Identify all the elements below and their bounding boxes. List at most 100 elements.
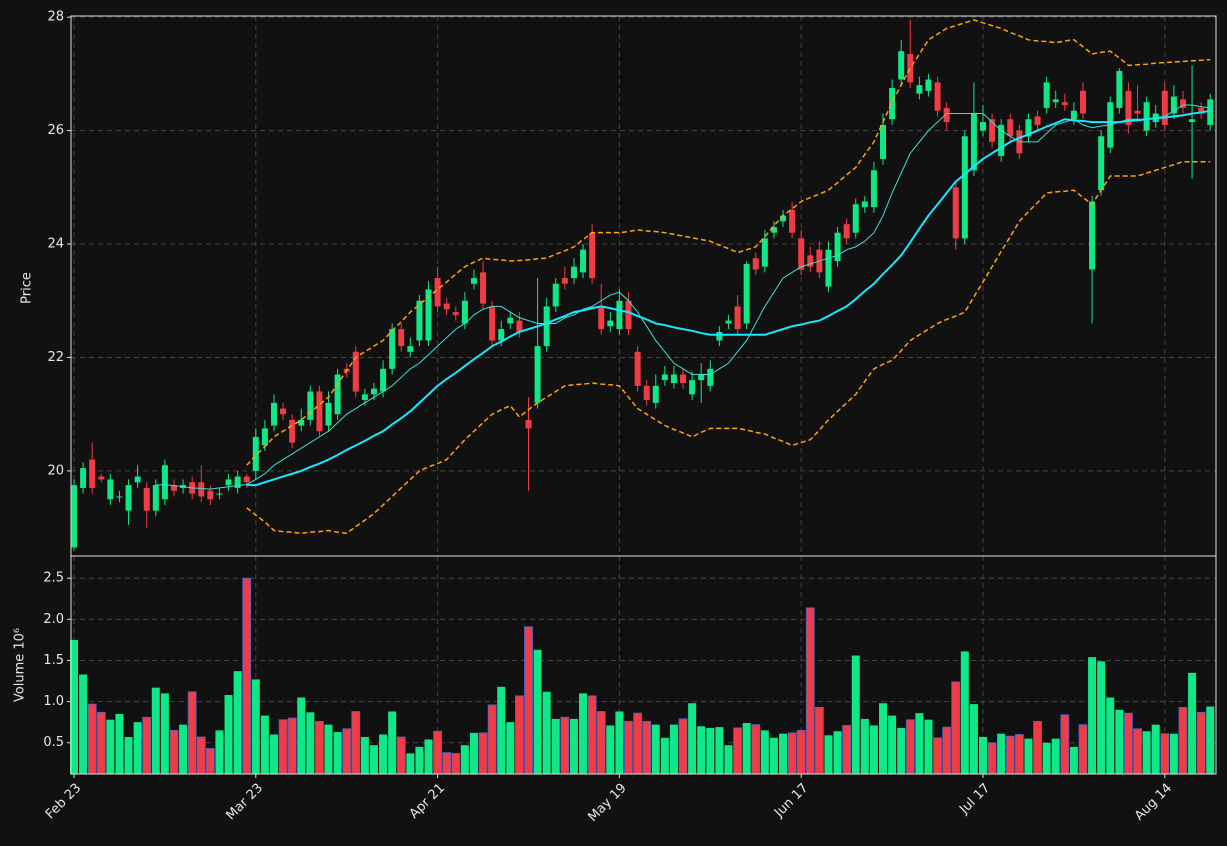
candle-body xyxy=(1189,119,1196,123)
volume-bar xyxy=(142,716,152,775)
volume-bar xyxy=(360,736,369,774)
candle-body xyxy=(261,428,268,446)
volume-bar xyxy=(187,691,197,775)
volume-bar xyxy=(805,607,815,775)
volume-bar xyxy=(115,713,124,774)
volume-bar xyxy=(688,703,697,774)
candle-body xyxy=(643,385,650,401)
volume-bar xyxy=(997,733,1006,774)
candle-body xyxy=(607,320,614,327)
candle-body xyxy=(280,408,287,415)
volume-bar xyxy=(242,577,252,775)
candle-body xyxy=(1143,102,1150,131)
volume-bar xyxy=(269,734,278,774)
candle-body xyxy=(134,476,141,483)
candle-body xyxy=(1061,102,1068,106)
volume-bar xyxy=(624,720,633,775)
candle-body xyxy=(1125,90,1132,125)
volume-bar xyxy=(478,732,488,775)
volume-bar xyxy=(1115,709,1124,774)
volume-bar xyxy=(1188,672,1197,774)
volume-bar xyxy=(1133,728,1142,775)
candle-body xyxy=(998,124,1005,157)
candle-body xyxy=(689,380,696,395)
volume-bar xyxy=(224,695,233,774)
candle-body xyxy=(889,88,896,120)
volume-bar xyxy=(669,724,678,774)
candle-body xyxy=(98,476,105,480)
volume-bar xyxy=(751,724,761,775)
volume-bar xyxy=(924,719,933,774)
candle-body xyxy=(716,331,723,341)
volume-bar xyxy=(205,748,215,775)
candle-body xyxy=(880,124,887,159)
volume-bar xyxy=(615,711,624,774)
candle-body xyxy=(534,346,541,403)
candle-body xyxy=(943,107,950,123)
x-tick-label: May 19 xyxy=(585,781,629,825)
candle-body xyxy=(652,385,659,403)
volume-bar xyxy=(106,719,115,774)
volume-bar xyxy=(579,693,588,774)
y-tick-label: 28 xyxy=(47,10,64,25)
candle-body xyxy=(825,249,832,287)
candle-body xyxy=(225,479,232,486)
volume-bar xyxy=(451,753,461,775)
candle-body xyxy=(1089,201,1096,270)
candle-body xyxy=(125,485,132,511)
candle-body xyxy=(1161,90,1168,125)
candle-body xyxy=(698,374,705,381)
volume-bar xyxy=(87,703,97,775)
volume-bar xyxy=(196,736,206,775)
overlay-line xyxy=(246,161,1211,535)
overlay-line xyxy=(246,109,1211,487)
candle-body xyxy=(234,476,241,488)
candle-body xyxy=(370,388,377,395)
volume-bar xyxy=(1124,712,1133,775)
candle-body xyxy=(916,85,923,94)
candle-body xyxy=(952,187,959,239)
volume-bar xyxy=(587,695,597,775)
candle-body xyxy=(334,374,341,415)
candle-body xyxy=(361,394,368,401)
volume-bar xyxy=(1178,706,1188,775)
candle-body xyxy=(1170,96,1177,114)
volume-bar xyxy=(933,737,942,775)
volume-bar xyxy=(497,686,506,774)
volume-bar xyxy=(1005,735,1015,775)
volume-bar xyxy=(769,737,778,774)
volume-bar xyxy=(1051,738,1060,774)
x-tick-label: Aug 14 xyxy=(1132,781,1175,824)
volume-bar xyxy=(1088,657,1097,774)
candle-body xyxy=(570,266,577,279)
candle-body xyxy=(625,300,632,330)
volume-bar xyxy=(697,726,706,774)
candle-body xyxy=(907,54,914,83)
volume-panel-frame xyxy=(70,555,1217,775)
candle-body xyxy=(743,263,750,324)
volume-bar xyxy=(915,713,924,774)
volume-bar xyxy=(1097,661,1106,774)
candle-body xyxy=(707,368,714,386)
candle-body xyxy=(898,51,905,80)
candle-body xyxy=(989,119,996,142)
candle-body xyxy=(843,224,850,239)
volume-bar xyxy=(796,730,806,775)
candle-body xyxy=(1025,119,1032,137)
volume-bar xyxy=(315,720,324,775)
candle-body xyxy=(270,402,277,426)
volume-bar xyxy=(779,733,788,774)
volume-bar xyxy=(442,752,452,775)
candle-body xyxy=(761,238,768,267)
volume-bar xyxy=(1060,714,1070,775)
y-tick-label: 22 xyxy=(47,350,64,365)
volume-bar xyxy=(960,651,969,774)
volume-bar xyxy=(469,732,478,774)
volume-bar xyxy=(678,718,688,775)
volume-bar xyxy=(1078,724,1088,775)
volume-bar xyxy=(179,724,188,774)
volume-bar xyxy=(79,674,88,774)
x-tick-label: Mar 23 xyxy=(224,781,267,824)
volume-bar xyxy=(1151,724,1160,774)
volume-bar xyxy=(460,745,469,774)
